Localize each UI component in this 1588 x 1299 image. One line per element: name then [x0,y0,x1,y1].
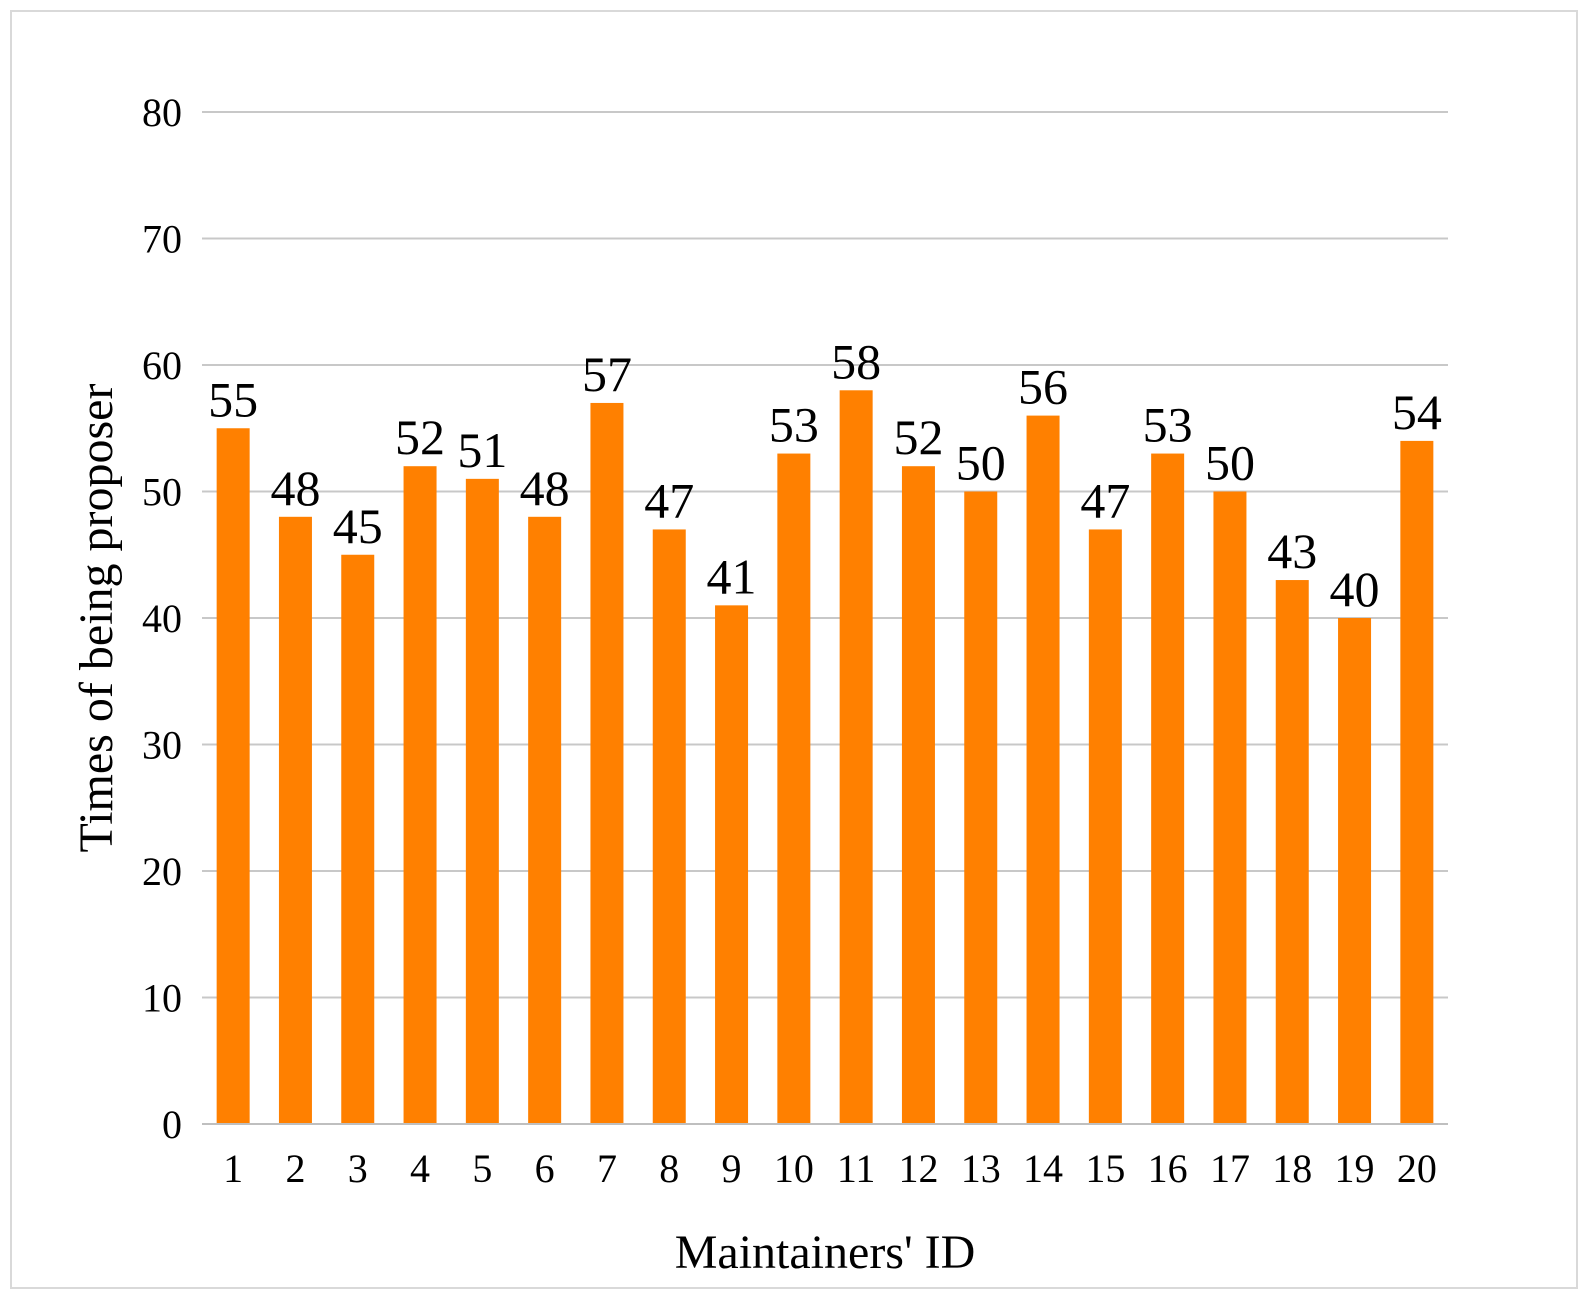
bars [216,390,1434,1125]
x-tick-label: 16 [1148,1146,1188,1191]
x-tick-label: 15 [1085,1146,1125,1191]
y-tick-label: 70 [142,217,182,262]
x-tick-label: 10 [774,1146,814,1191]
x-tick-label: 8 [659,1146,679,1191]
data-label: 48 [270,460,320,516]
bar [1088,529,1122,1124]
x-tick-label: 3 [348,1146,368,1191]
data-label: 51 [457,422,507,478]
data-label: 57 [582,346,632,402]
data-label: 47 [1080,472,1130,528]
x-axis-title: Maintainers' ID [675,1226,976,1279]
x-tick-label: 7 [597,1146,617,1191]
y-tick-label: 50 [142,470,182,515]
gridlines [202,111,1448,999]
bar [403,466,437,1124]
y-tick-label: 10 [142,976,182,1021]
data-label: 53 [769,397,819,453]
y-tick-label: 40 [142,596,182,641]
data-label: 53 [1143,397,1193,453]
bar [777,453,811,1124]
x-tick-label: 4 [410,1146,430,1191]
bar [590,402,624,1124]
data-label: 50 [956,435,1006,491]
x-tick-label: 5 [472,1146,492,1191]
data-label: 47 [644,472,694,528]
data-label: 45 [333,498,383,554]
data-label: 40 [1330,561,1380,617]
y-axis-ticks: 0 10 20 30 40 50 60 70 80 [142,90,182,1147]
bar [278,516,312,1124]
x-tick-label: 2 [285,1146,305,1191]
x-tick-label: 6 [535,1146,555,1191]
x-tick-label: 14 [1023,1146,1063,1191]
bar [715,605,749,1124]
y-tick-label: 80 [142,90,182,135]
bar [465,478,499,1125]
x-tick-label: 13 [961,1146,1001,1191]
bar [528,516,562,1124]
bar [1151,453,1185,1124]
x-tick-label: 11 [837,1146,876,1191]
bar [1213,491,1247,1124]
y-axis-title: Times of being proposer [70,384,123,853]
data-label: 43 [1267,523,1317,579]
bar [1338,618,1372,1124]
bar [901,466,935,1124]
data-label: 48 [520,460,570,516]
bar [839,390,873,1124]
x-tick-label: 17 [1210,1146,1250,1191]
y-tick-label: 60 [142,343,182,388]
bar [1026,415,1060,1125]
x-tick-label: 1 [223,1146,243,1191]
y-tick-label: 30 [142,723,182,768]
data-label: 50 [1205,435,1255,491]
x-tick-label: 19 [1335,1146,1375,1191]
bar [341,554,375,1124]
data-label: 52 [395,409,445,465]
data-label: 54 [1392,384,1442,440]
x-tick-label: 12 [898,1146,938,1191]
data-label: 56 [1018,359,1068,415]
data-label: 52 [893,409,943,465]
bar [1400,440,1434,1124]
y-tick-label: 20 [142,849,182,894]
bar [964,491,998,1124]
x-tick-label: 9 [722,1146,742,1191]
bar [1275,580,1309,1124]
x-tick-label: 20 [1397,1146,1437,1191]
bar [652,529,686,1124]
x-tick-label: 18 [1272,1146,1312,1191]
data-label: 55 [208,371,258,427]
data-label: 41 [707,548,757,604]
x-axis-ticks: 1 2 3 4 5 6 7 8 9 10 11 12 13 14 15 16 17 18 19 20 [223,1146,1437,1191]
bar [216,428,250,1124]
y-tick-label: 0 [162,1102,182,1147]
data-label: 58 [831,333,881,389]
